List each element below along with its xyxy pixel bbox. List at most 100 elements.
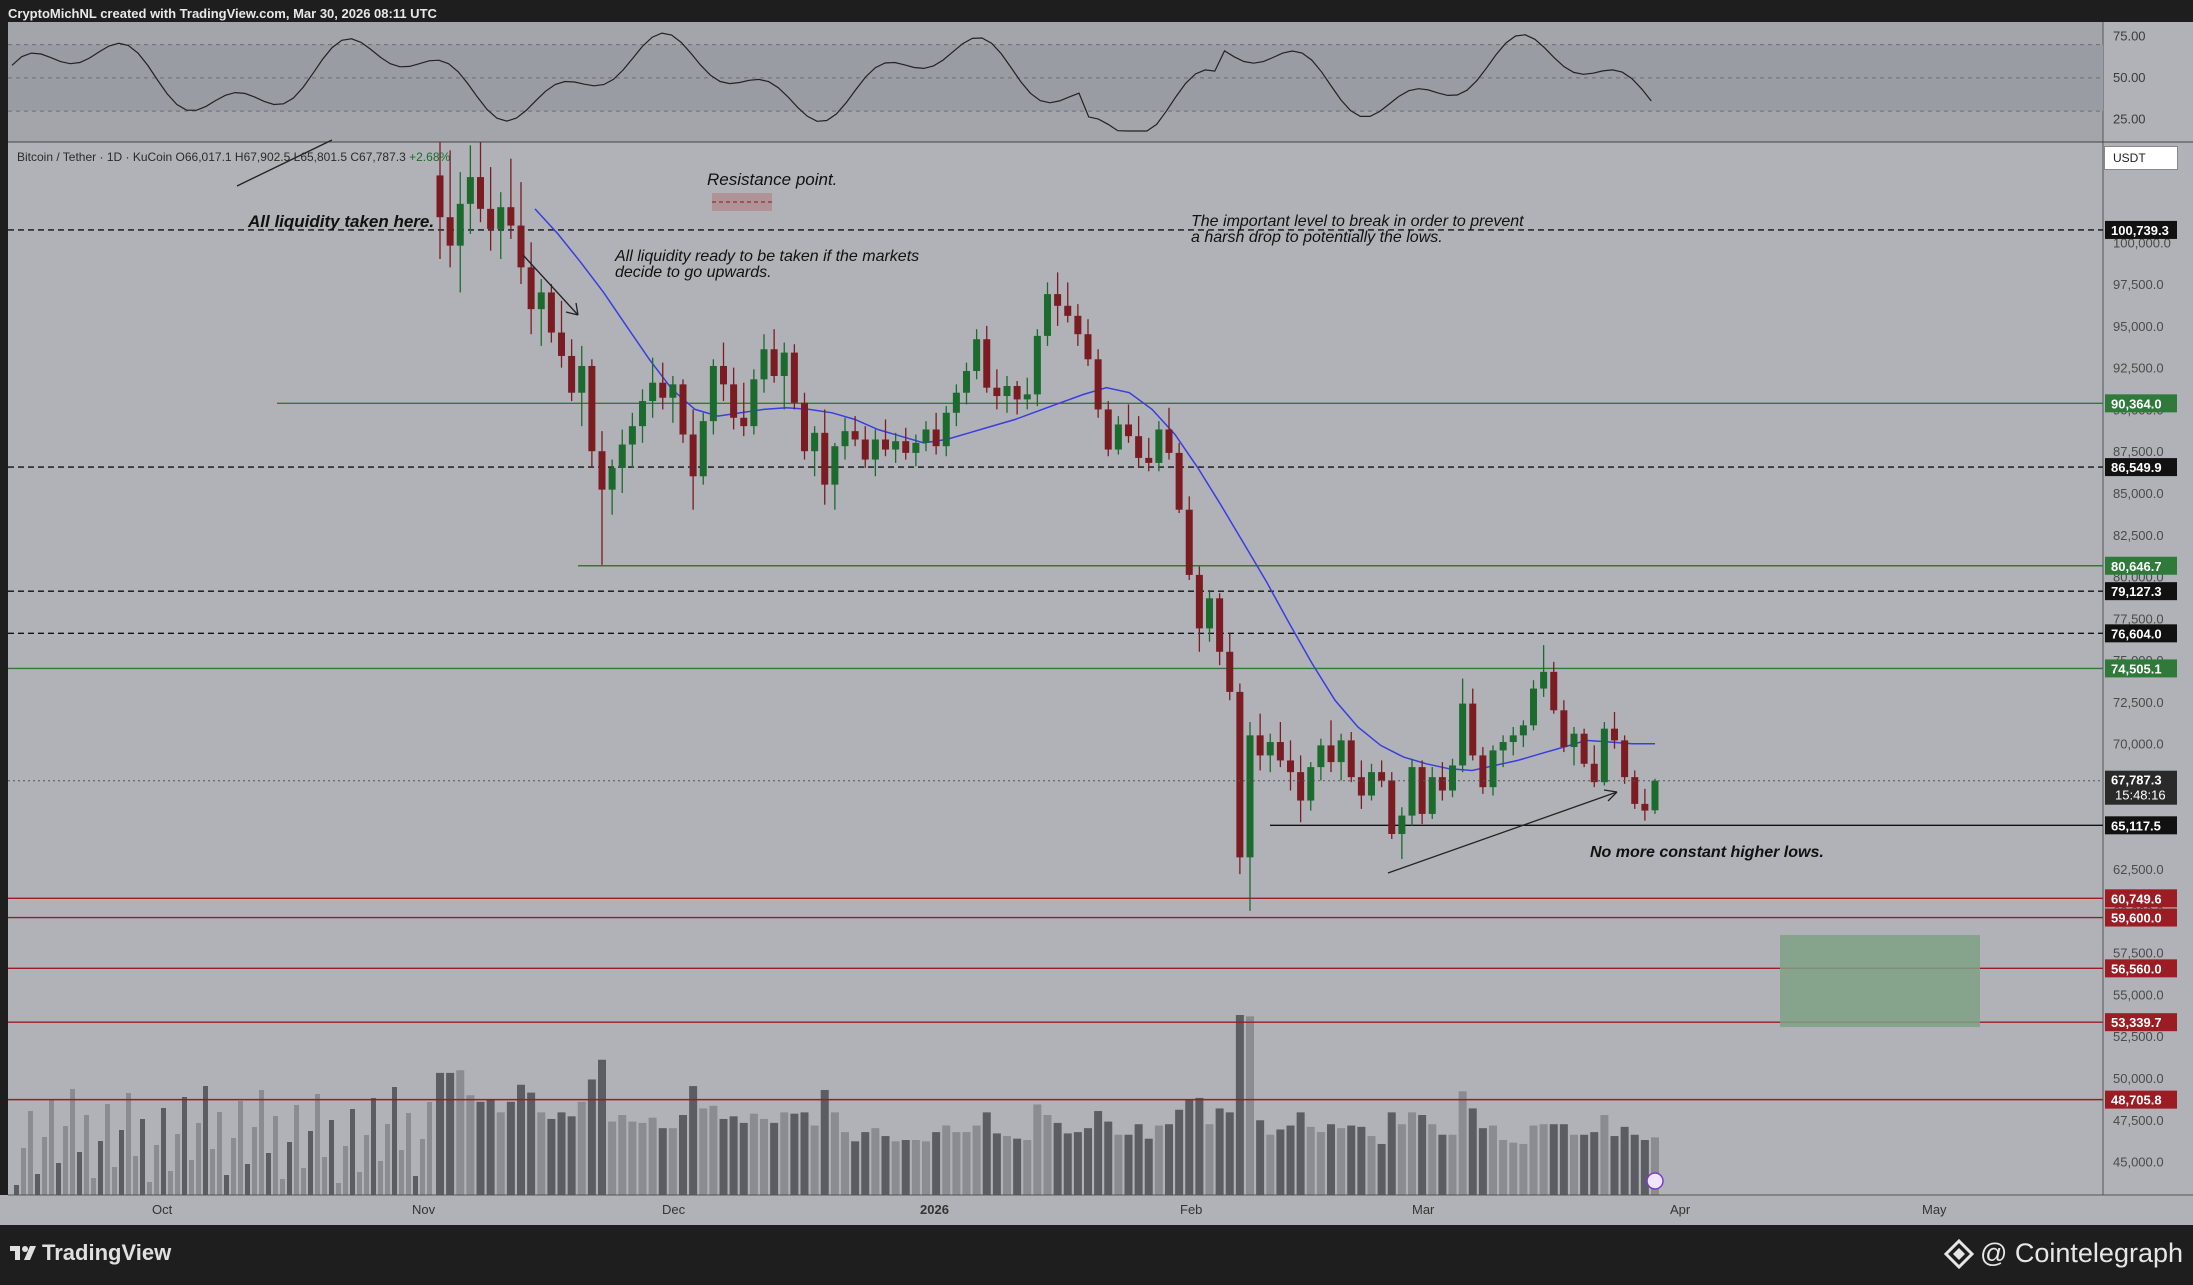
volume-bar (1256, 1120, 1265, 1195)
volume-bar (486, 1099, 495, 1195)
volume-bar (476, 1101, 485, 1195)
volume-bar (1428, 1124, 1437, 1195)
volume-bar-history (378, 1161, 383, 1195)
volume-bar (446, 1072, 455, 1195)
volume-bar-history (273, 1116, 278, 1195)
volume-bar (1651, 1137, 1659, 1195)
cointelegraph-watermark-text: @ Cointelegraph (1979, 1238, 2183, 1268)
candle-body (851, 431, 859, 440)
volume-bar (1347, 1125, 1356, 1195)
price-level-tag (2105, 959, 2177, 978)
candle-body (1590, 763, 1598, 783)
volume-bar (699, 1108, 708, 1195)
volume-bar-history (371, 1098, 376, 1195)
price-tick-label: 55,000.0 (2113, 987, 2164, 1002)
price-level-tag (2105, 659, 2177, 678)
volume-bar-history (56, 1163, 61, 1195)
price-level-label: 48,705.8 (2111, 1093, 2162, 1108)
candle-body (1550, 671, 1558, 711)
volume-bar (932, 1132, 941, 1195)
price-level-label: 56,560.0 (2111, 961, 2162, 976)
candle-body (1206, 598, 1213, 629)
replay-icon (1646, 1172, 1664, 1190)
volume-bar (1327, 1124, 1335, 1195)
cointelegraph-watermark: @ Cointelegraph (1943, 1238, 2183, 1269)
volume-bar (1306, 1126, 1315, 1195)
price-tick-label: 57,500.0 (2113, 946, 2164, 961)
volume-bar (587, 1079, 596, 1195)
candle-body (1388, 780, 1396, 834)
volume-bar (1003, 1136, 1011, 1195)
price-tick-label: 92,500.0 (2113, 361, 2164, 376)
volume-bar-history (420, 1139, 425, 1195)
volume-bar (1013, 1138, 1022, 1195)
volume-bar-history (350, 1109, 355, 1195)
current-price-label: 67,787.3 (2111, 773, 2162, 788)
volume-bar-history (399, 1150, 404, 1195)
volume-bar (952, 1132, 961, 1195)
volume-bar-history (63, 1126, 68, 1195)
candle-body (1641, 803, 1649, 811)
candle-body (760, 349, 768, 380)
candle-body (1600, 728, 1608, 783)
ohlc-close: C67,787.3 (350, 150, 406, 164)
currency-selector-button[interactable]: USDT (2104, 146, 2178, 170)
volume-bar-history (252, 1127, 257, 1195)
volume-bar (1276, 1129, 1285, 1195)
volume-bar (618, 1115, 627, 1195)
volume-bar (1134, 1124, 1143, 1195)
annotation-important-level-line1: The important level to break in order to… (1191, 213, 1524, 230)
symbol-legend[interactable]: Bitcoin / Tether · 1D · KuCoin O66,017.1… (17, 150, 450, 164)
candle-body (547, 292, 555, 333)
candle-body (1408, 767, 1416, 816)
volume-bar (1266, 1134, 1275, 1195)
volume-bar (1185, 1099, 1194, 1195)
price-level-tag (2105, 1013, 2177, 1032)
volume-bar (739, 1122, 748, 1195)
volume-bar-history (28, 1111, 33, 1195)
volume-bar (1073, 1132, 1082, 1195)
annotation-liquidity-ready-line2: decide to go upwards. (615, 264, 772, 281)
volume-bar (1175, 1109, 1184, 1195)
volume-bar (1094, 1111, 1103, 1195)
candle-body (821, 432, 829, 485)
candle-body (861, 439, 869, 460)
volume-bar-history (280, 1179, 285, 1195)
candle-body (1398, 815, 1406, 834)
volume-bar (800, 1112, 809, 1195)
volume-bar (537, 1112, 546, 1195)
price-level-label: 76,604.0 (2111, 626, 2162, 641)
volume-bar (1246, 1016, 1254, 1195)
candle-body (527, 267, 535, 310)
ohlc-low: L65,801.5 (293, 150, 348, 164)
price-tick-label: 50,000.0 (2113, 1071, 2164, 1086)
tradingview-brand[interactable]: TradingView (10, 1240, 171, 1266)
annotation-liquidity-ready-line1: All liquidity ready to be taken if the m… (615, 248, 920, 265)
volume-bar-history (105, 1104, 110, 1195)
candle-body (932, 429, 940, 447)
volume-bar (891, 1141, 900, 1195)
volume-bar-history (140, 1119, 145, 1195)
candle-body (1297, 772, 1305, 801)
volume-bar (881, 1136, 890, 1195)
candle-body (507, 207, 515, 226)
current-price-tag (2105, 770, 2177, 805)
volume-bar-history (91, 1178, 96, 1195)
price-level-tag (2105, 394, 2177, 413)
price-level-label: 86,549.9 (2111, 460, 2162, 475)
volume-bar (749, 1113, 758, 1195)
volume-bar-history (21, 1148, 26, 1195)
volume-bar (1580, 1134, 1589, 1195)
volume-bar (1357, 1126, 1366, 1195)
volume-bar (1539, 1124, 1548, 1195)
volume-bar-history (70, 1089, 75, 1195)
volume-bar-history (196, 1123, 201, 1195)
volume-bar-history (357, 1172, 362, 1195)
volume-bar (1063, 1133, 1072, 1195)
footer-bar (0, 1225, 2193, 1285)
volume-bar (1630, 1134, 1639, 1195)
candle-body (1621, 740, 1629, 778)
liquidity-arrow (236, 139, 333, 187)
volume-bar-history (77, 1152, 82, 1195)
